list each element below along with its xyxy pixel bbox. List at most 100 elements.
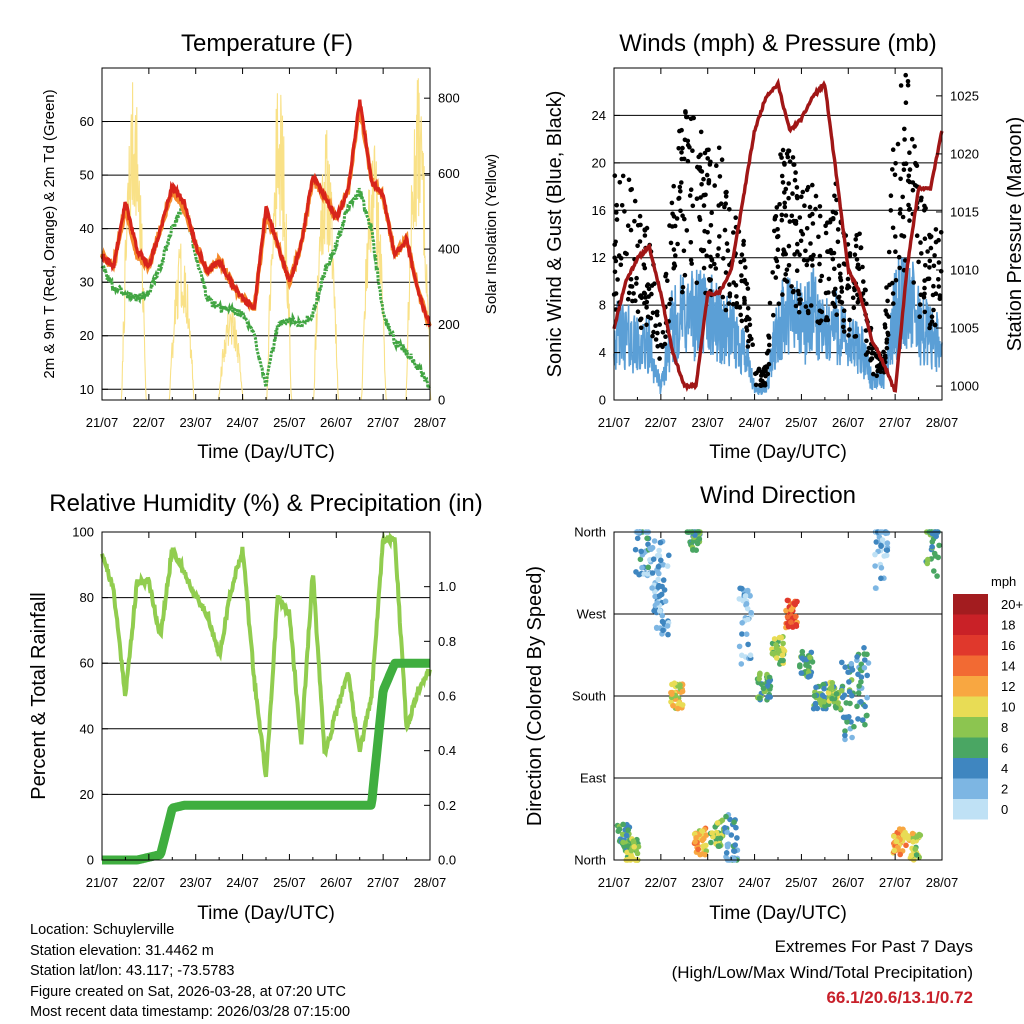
direction-point: [620, 821, 626, 828]
gust-point: [893, 249, 898, 254]
gust-point: [708, 159, 713, 165]
gust-point: [705, 156, 710, 161]
gust-point: [830, 300, 836, 306]
figure-created: Figure created on Sat, 2026-03-28, at 07…: [30, 983, 346, 1000]
direction-point: [722, 825, 728, 831]
gust-point: [854, 257, 860, 262]
gust-point: [679, 180, 684, 185]
direction-point: [791, 600, 797, 607]
direction-point: [637, 556, 644, 563]
gust-point: [828, 247, 833, 253]
gust-point: [745, 286, 751, 291]
direction-point: [878, 543, 884, 549]
direction-point: [776, 634, 783, 641]
temperature-x-label: Time (Day/UTC): [197, 442, 335, 463]
direction-point: [675, 705, 681, 712]
direction-point: [929, 544, 935, 550]
gust-point: [907, 150, 912, 155]
gust-point: [782, 204, 788, 210]
gust-point: [714, 163, 719, 168]
gust-point: [631, 291, 636, 296]
gust-point: [917, 302, 923, 307]
y-tick-label: 10: [80, 382, 94, 397]
temperature-panel: Temperature (F) 102030405060020040060080…: [41, 30, 500, 463]
direction-point: [732, 842, 738, 848]
gust-point: [886, 249, 892, 255]
gust-point: [926, 276, 932, 282]
y-tick-label: 40: [80, 721, 94, 736]
x-tick-label: 21/07: [86, 415, 119, 430]
direction-point: [849, 692, 855, 699]
gust-point: [903, 100, 909, 105]
gust-point: [789, 284, 794, 289]
gust-point: [723, 307, 729, 313]
gust-point: [682, 272, 688, 278]
gust-point: [841, 308, 847, 314]
direction-point: [676, 700, 682, 706]
gust-point: [786, 243, 792, 249]
gust-point: [792, 177, 798, 183]
gust-point: [715, 253, 720, 258]
gust-point: [613, 291, 619, 296]
gust-point: [861, 279, 866, 284]
direction-point: [935, 554, 941, 561]
y-tick-label: 24: [592, 108, 606, 123]
direction-point: [882, 530, 889, 537]
gust-point: [794, 185, 800, 190]
gust-point: [810, 263, 815, 268]
direction-gridlines: [614, 613, 942, 779]
gust-point: [782, 249, 787, 254]
gust-point: [614, 217, 620, 222]
direction-point: [656, 553, 663, 559]
gust-point: [718, 201, 724, 206]
gust-point: [734, 294, 739, 299]
gust-point: [676, 196, 681, 201]
direction-point: [655, 584, 662, 590]
x-tick-label: 26/07: [832, 415, 865, 430]
gust-point: [841, 318, 846, 323]
gust-point: [813, 193, 819, 199]
gust-point: [723, 194, 729, 199]
gust-point: [645, 314, 651, 320]
gust-point: [671, 261, 677, 267]
gust-point: [730, 301, 736, 307]
dewpoint-line: [100, 187, 432, 391]
y-tick-label: 30: [80, 275, 94, 290]
x-tick-label: 27/07: [879, 415, 912, 430]
gust-point: [638, 316, 644, 322]
gust-point: [884, 285, 889, 290]
direction-point: [862, 703, 868, 710]
gust-point: [855, 265, 860, 270]
direction-point: [780, 640, 786, 647]
gust-point: [835, 239, 841, 245]
gust-point: [701, 176, 706, 182]
direction-point: [660, 562, 667, 568]
direction-point: [773, 655, 780, 661]
winds-x-label: Time (Day/UTC): [709, 442, 847, 463]
gust-point: [839, 289, 845, 294]
gust-point: [727, 207, 732, 212]
legend-label: 6: [1001, 741, 1008, 756]
direction-point: [829, 680, 836, 686]
y-right-tick-label: 0.4: [438, 743, 456, 758]
direction-point: [742, 593, 749, 599]
extremes-subheading: (High/Low/Max Wind/Total Precipitation): [671, 962, 973, 982]
direction-point: [912, 846, 919, 852]
direction-point: [736, 643, 743, 650]
gust-point: [688, 116, 694, 122]
direction-point: [805, 674, 812, 680]
gust-point: [701, 265, 707, 271]
direction-point: [842, 736, 848, 743]
direction-point: [653, 624, 660, 631]
gust-point: [890, 167, 895, 172]
gust-point: [922, 291, 927, 297]
gust-point: [790, 155, 796, 160]
direction-point: [645, 564, 651, 571]
temperature-title: Temperature (F): [181, 30, 353, 57]
x-tick-label: 22/07: [133, 415, 166, 430]
direction-panel: Wind Direction NorthEastSouthWestNorth21…: [524, 482, 1023, 924]
gust-point: [927, 265, 932, 270]
gust-point: [906, 173, 912, 179]
gust-point: [708, 264, 713, 269]
